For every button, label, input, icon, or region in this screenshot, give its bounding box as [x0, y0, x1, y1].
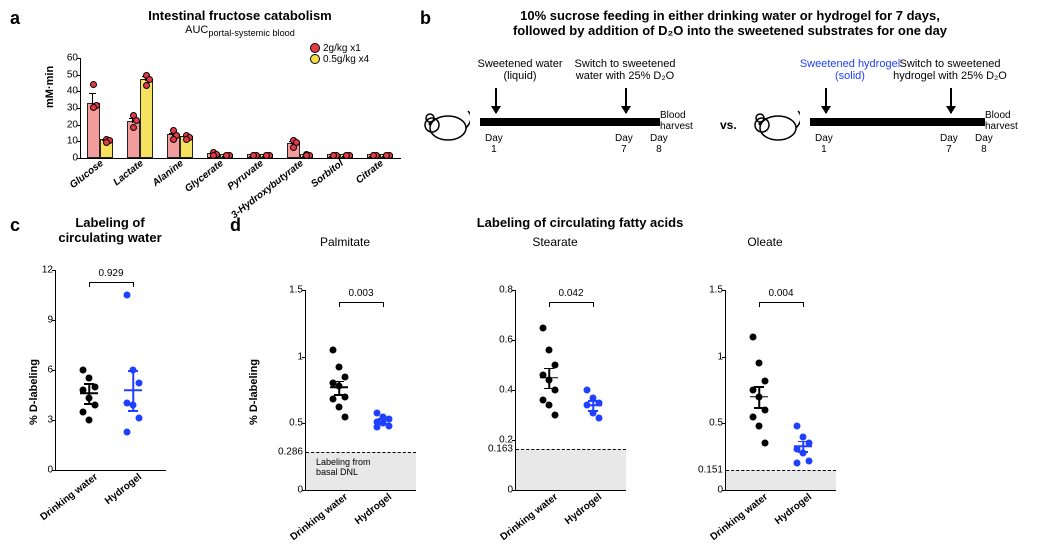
- panel-b-title: 10% sucrose feeding in either drinking w…: [440, 8, 1020, 38]
- panel-d-label: d: [230, 215, 241, 236]
- legend-item: 2g/kg x1: [310, 43, 369, 54]
- mouse-icon: [420, 103, 470, 143]
- panel-d-ylabel: % D-labeling: [248, 359, 260, 425]
- panel-d: d Labeling of circulating fatty acids % …: [230, 215, 1030, 535]
- bar-chart-area: 0102030405060GlucoseLactateAlanineGlycer…: [80, 58, 401, 159]
- panel-c-title: Labeling ofcirculating water: [30, 215, 190, 245]
- timeline-bar: [480, 118, 660, 126]
- timeline-right: Sweetened hydrogel(solid) Switch to swee…: [750, 58, 1040, 178]
- title-line2: followed by addition of D₂O into the swe…: [513, 23, 947, 38]
- panel-a-label: a: [10, 8, 20, 29]
- arrow-icon: [625, 88, 627, 113]
- mouse-icon: [750, 103, 800, 143]
- day-label: Day 7: [615, 133, 633, 155]
- subtitle-sub: portal-systemic blood: [208, 28, 295, 38]
- subtitle-prefix: AUC: [185, 24, 208, 36]
- panel-b-label: b: [420, 8, 431, 29]
- day-label: Day 8: [975, 133, 993, 155]
- day-label: Day 8: [650, 133, 668, 155]
- title-line1: 10% sucrose feeding in either drinking w…: [520, 8, 940, 23]
- timeline-left: Sweetened water(liquid) Switch to sweete…: [420, 58, 720, 178]
- arrow-icon: [950, 88, 952, 113]
- vs-label: vs.: [720, 118, 737, 132]
- harvest-label: Blood harvest: [985, 110, 1018, 132]
- panel-b: b 10% sucrose feeding in either drinking…: [420, 8, 1040, 198]
- panel-a: a Intestinal fructose catabolism AUCport…: [10, 8, 410, 198]
- day-label: Day 1: [485, 133, 503, 155]
- arrow-icon: [495, 88, 497, 113]
- panel-a-ylabel: mM·min: [44, 66, 56, 108]
- panel-a-title: Intestinal fructose catabolism: [80, 8, 400, 23]
- panel-d-title: Labeling of circulating fatty acids: [330, 215, 830, 230]
- day-label: Day 7: [940, 133, 958, 155]
- panel-c-ylabel: % D-labeling: [28, 359, 40, 425]
- panel-c-label: c: [10, 215, 20, 236]
- arrow-icon: [825, 88, 827, 113]
- panel-c: c Labeling ofcirculating water % D-label…: [10, 215, 190, 535]
- tl-label2: Switch to sweetenedwater with 25% D₂O: [555, 58, 695, 82]
- legend-label: 2g/kg x1: [323, 43, 361, 54]
- day-label: Day 1: [815, 133, 833, 155]
- panel-a-subtitle: AUCportal-systemic blood: [80, 24, 400, 38]
- tl-label2: Switch to sweetenedhydrogel with 25% D₂O: [880, 58, 1020, 82]
- harvest-label: Blood harvest: [660, 110, 693, 132]
- legend-dot-icon: [310, 43, 320, 53]
- timeline-bar: [810, 118, 985, 126]
